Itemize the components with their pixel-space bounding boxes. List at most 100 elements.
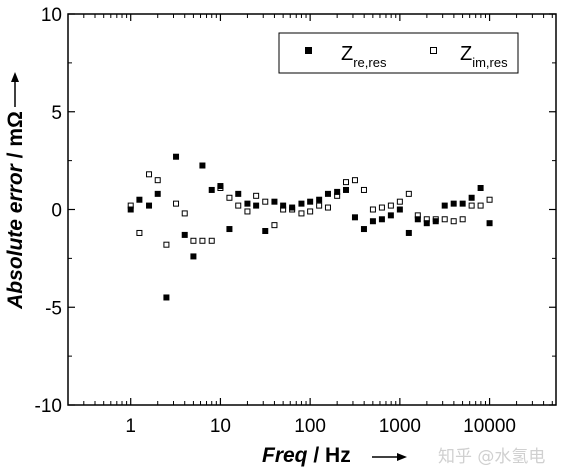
y-axis-unit-separator: / <box>4 147 27 165</box>
point-zre <box>217 183 224 190</box>
point-zim <box>208 237 215 244</box>
point-zim <box>190 237 197 244</box>
point-zim <box>414 212 421 219</box>
point-zim <box>459 216 466 223</box>
point-zim <box>423 216 430 223</box>
point-zre <box>181 231 188 238</box>
x-tick-label: 10 <box>210 416 231 437</box>
point-zim <box>477 202 484 209</box>
point-zim <box>146 171 153 178</box>
legend: Zre,res Zim,res <box>278 32 519 74</box>
point-zim <box>127 202 134 209</box>
legend-marker-zre <box>305 47 312 54</box>
point-zre <box>163 294 170 301</box>
y-tick-label: 5 <box>51 103 62 124</box>
point-zim <box>199 237 206 244</box>
point-zim <box>486 196 493 203</box>
point-zre <box>477 184 484 191</box>
point-zre <box>324 190 331 197</box>
point-zre <box>423 220 430 227</box>
axis-ticks <box>67 13 556 406</box>
point-zre <box>190 253 197 260</box>
point-zre <box>208 186 215 193</box>
point-zre <box>146 202 153 209</box>
point-zim <box>280 206 287 213</box>
point-zre <box>396 206 403 213</box>
point-zim <box>441 216 448 223</box>
point-zre <box>360 226 367 233</box>
point-zre <box>262 228 269 235</box>
point-zim <box>173 200 180 207</box>
point-zim <box>369 206 376 213</box>
point-zre <box>199 162 206 169</box>
point-zre <box>226 226 233 233</box>
y-tick-label: -5 <box>45 298 62 319</box>
series-zre <box>127 153 493 301</box>
point-zre <box>441 202 448 209</box>
point-zim <box>307 208 314 215</box>
point-zre <box>459 200 466 207</box>
point-zim <box>226 194 233 201</box>
point-zre <box>369 218 376 225</box>
y-tick-label: -10 <box>35 396 62 417</box>
point-zim <box>181 210 188 217</box>
point-zre <box>378 216 385 223</box>
point-zre <box>289 204 296 211</box>
point-zre <box>127 206 134 213</box>
y-axis-unit: mΩ <box>4 111 27 147</box>
point-zim <box>468 202 475 209</box>
point-zre <box>432 218 439 225</box>
point-zre <box>244 200 251 207</box>
legend-label-zim: Zim,res <box>460 43 508 70</box>
point-zre <box>271 198 278 205</box>
point-zim <box>360 186 367 193</box>
legend-marker-zim <box>430 47 437 54</box>
y-axis-title: Absolute error / mΩ <box>4 72 27 310</box>
point-zre <box>450 200 457 207</box>
point-zim <box>289 206 296 213</box>
point-zim <box>271 222 278 229</box>
y-tick-label: 0 <box>51 201 62 222</box>
x-axis-unit-separator: / <box>308 444 326 467</box>
point-zre <box>298 200 305 207</box>
point-zre <box>253 202 260 209</box>
point-zim <box>387 202 394 209</box>
y-axis-label: Absolute error <box>4 162 27 310</box>
point-zim <box>334 192 341 199</box>
y-tick-label: 10 <box>41 5 62 26</box>
point-zim <box>378 204 385 211</box>
svg-text:Absolute error / mΩ: Absolute error / mΩ <box>4 111 27 310</box>
x-tick-label: 10000 <box>463 416 516 437</box>
x-tick-label: 100 <box>294 416 326 437</box>
x-axis-unit: Hz <box>325 444 351 467</box>
point-zim <box>298 210 305 217</box>
point-zim <box>396 198 403 205</box>
legend-box <box>278 32 519 74</box>
point-zre <box>154 190 161 197</box>
axis-tick-labels: -10 -5 0 5 10 1 10 100 1000 10000 <box>35 5 516 437</box>
point-zim <box>343 179 350 186</box>
point-zim <box>324 204 331 211</box>
point-zre <box>414 216 421 223</box>
point-zre <box>136 196 143 203</box>
point-zim <box>217 184 224 191</box>
point-zre <box>387 212 394 219</box>
point-zim <box>253 192 260 199</box>
watermark: 知乎 @水氢电 <box>438 447 545 467</box>
series-zim <box>127 171 493 248</box>
point-zim <box>154 177 161 184</box>
point-zim <box>450 218 457 225</box>
point-zre <box>343 186 350 193</box>
point-zim <box>262 198 269 205</box>
point-zre <box>405 229 412 236</box>
svg-text:Freq / Hz: Freq / Hz <box>262 444 351 467</box>
y-axis-arrow-head <box>11 72 19 82</box>
point-zim <box>405 190 412 197</box>
point-zre <box>235 190 242 197</box>
data-points <box>127 153 493 301</box>
point-zre <box>334 188 341 195</box>
point-zre <box>307 198 314 205</box>
